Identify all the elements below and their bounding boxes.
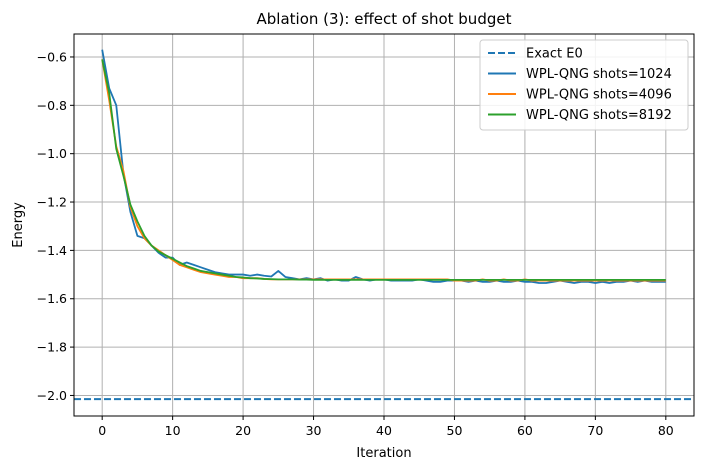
- y-tick-label: −1.8: [37, 340, 67, 355]
- x-tick-label: 0: [98, 423, 106, 438]
- x-tick-label: 70: [587, 423, 603, 438]
- x-tick-label: 40: [376, 423, 392, 438]
- series-line-3: [101, 59, 666, 281]
- y-tick-label: −1.4: [37, 243, 67, 258]
- y-tick-label: −0.8: [37, 98, 67, 113]
- chart-title: Ablation (3): effect of shot budget: [257, 10, 512, 28]
- x-tick-label: 30: [306, 423, 322, 438]
- x-tick-label: 10: [165, 423, 181, 438]
- legend-label: WPL-QNG shots=1024: [526, 67, 672, 82]
- y-tick-label: −1.6: [37, 291, 67, 306]
- legend-label: WPL-QNG shots=8192: [526, 108, 672, 123]
- y-tick-label: −1.2: [37, 195, 67, 210]
- y-tick-label: −1.0: [37, 146, 67, 161]
- y-axis-label: Energy: [11, 202, 26, 248]
- x-tick-label: 80: [658, 423, 674, 438]
- y-tick-label: −0.6: [37, 49, 67, 64]
- legend-label: Exact E0: [526, 47, 583, 62]
- axis-ticks: 0 10 20 30 40 50 60 70 80 −2.0 −1.8 −1.6 −1.4 −1.2 −1.…: [37, 49, 674, 438]
- x-axis-label: Iteration: [356, 446, 411, 461]
- legend-box: [479, 39, 689, 131]
- plot-area: [74, 49, 694, 401]
- legend: Exact E0 WPL-QNG shots=1024 WPL-QNG shots=…: [479, 39, 689, 131]
- y-tick-label: −2.0: [37, 388, 67, 403]
- legend-label: WPL-QNG shots=4096: [526, 88, 672, 103]
- x-tick-label: 60: [517, 423, 533, 438]
- x-tick-label: 20: [235, 423, 251, 438]
- x-tick-label: 50: [447, 423, 463, 438]
